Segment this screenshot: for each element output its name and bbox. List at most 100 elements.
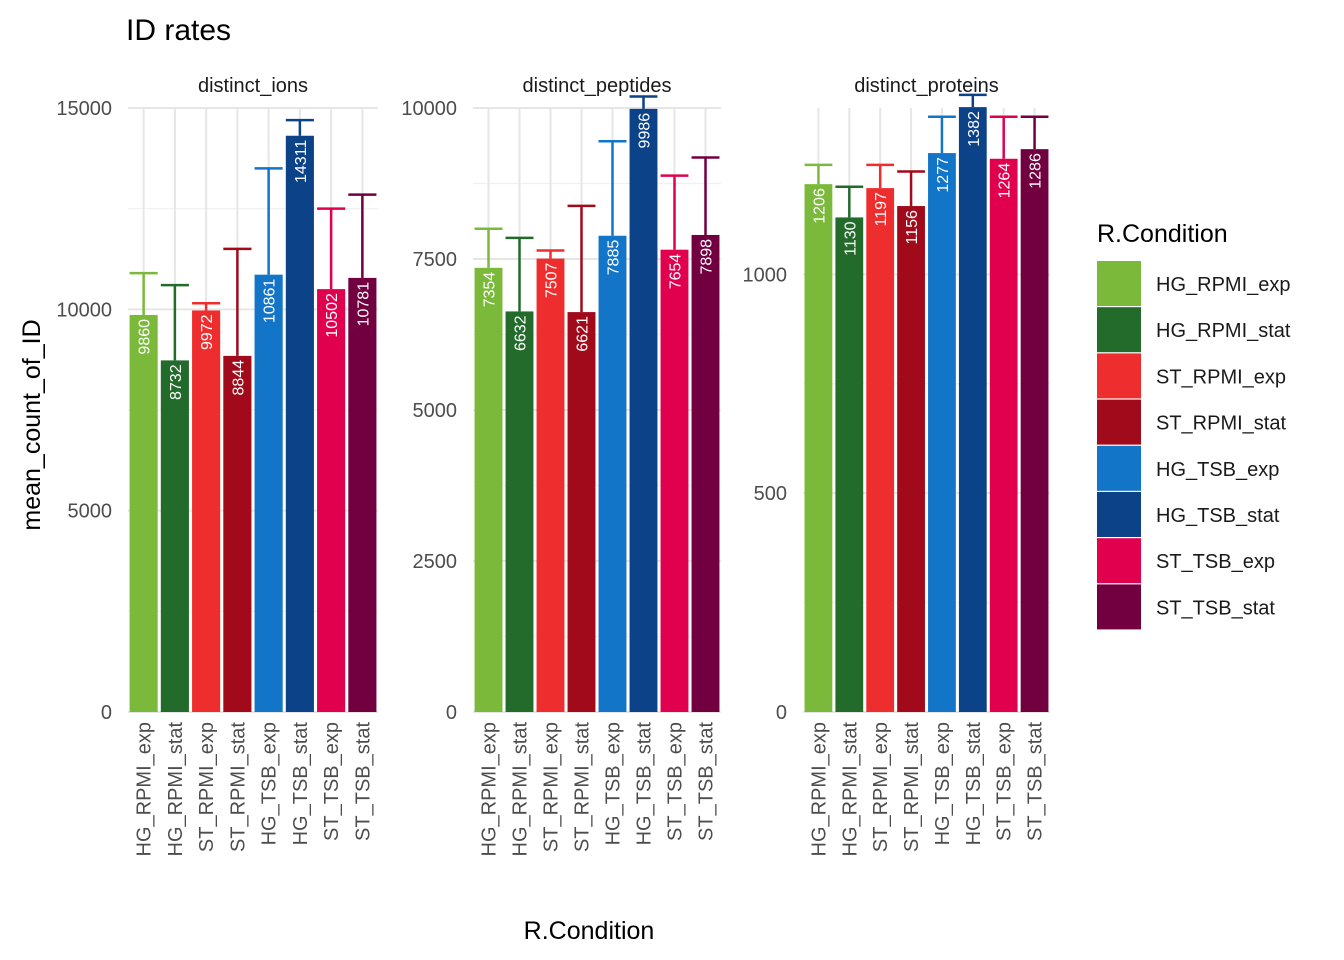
x-axis-label: R.Condition	[524, 917, 655, 945]
bar-HG_TSB_stat	[285, 135, 314, 713]
bar-ST_RPMI_stat	[223, 355, 252, 712]
x-tick-label: HG_TSB_exp	[932, 722, 954, 845]
legend-swatch-ST_TSB_stat	[1097, 584, 1141, 630]
x-tick-label: ST_RPMI_exp	[870, 722, 892, 852]
bar-value-label: 1264	[997, 163, 1014, 199]
x-tick-label: HG_RPMI_stat	[839, 722, 861, 857]
x-tick-label: ST_TSB_exp	[665, 722, 687, 841]
x-tick-label: ST_RPMI_stat	[572, 722, 594, 852]
bar-value-label: 9972	[199, 314, 216, 350]
y-tick-label: 10000	[56, 299, 112, 321]
y-tick-label: 5000	[413, 400, 458, 422]
bar-value-label: 1156	[904, 210, 921, 245]
bar-ST_TSB_exp	[317, 289, 346, 712]
y-axis-label: mean_count_of_ID	[18, 319, 46, 530]
legend-label-ST_TSB_stat: ST_TSB_stat	[1156, 597, 1275, 619]
bar-HG_RPMI_stat	[835, 217, 864, 712]
legend-swatch-HG_TSB_stat	[1097, 492, 1141, 537]
bar-value-label: 1197	[873, 192, 890, 227]
legend-swatch-ST_TSB_exp	[1097, 538, 1141, 584]
bar-HG_TSB_exp	[598, 235, 627, 712]
bar-HG_RPMI_stat	[160, 360, 189, 712]
x-tick-label: HG_RPMI_stat	[165, 722, 187, 857]
bar-value-label: 1206	[811, 188, 828, 224]
facet-strip-distinct-peptides: distinct_peptides	[523, 75, 672, 97]
x-tick-label: HG_RPMI_exp	[479, 722, 501, 857]
x-tick-label: ST_TSB_exp	[321, 722, 343, 841]
x-tick-label: ST_RPMI_stat	[227, 722, 249, 852]
x-tick-label: HG_RPMI_stat	[510, 722, 532, 857]
bar-value-label: 1130	[842, 221, 859, 256]
bar-HG_RPMI_exp	[474, 267, 503, 712]
legend-label-HG_RPMI_stat: HG_RPMI_stat	[1156, 320, 1291, 342]
x-tick-label: HG_RPMI_exp	[808, 722, 830, 857]
bar-ST_TSB_exp	[660, 249, 689, 712]
y-tick-label: 0	[101, 702, 112, 724]
x-tick-label: ST_TSB_stat	[696, 722, 718, 841]
facet-strip-distinct-ions: distinct_ions	[198, 75, 308, 97]
y-tick-label: 15000	[56, 98, 112, 120]
legend-swatch-HG_RPMI_exp	[1097, 261, 1141, 306]
bar-value-label: 6632	[513, 315, 530, 351]
x-tick-label: HG_TSB_stat	[963, 722, 985, 846]
legend-label-ST_TSB_exp: ST_TSB_exp	[1156, 551, 1275, 573]
bar-HG_TSB_stat	[958, 107, 987, 712]
x-tick-label: ST_RPMI_exp	[541, 722, 563, 852]
y-tick-label: 2500	[413, 551, 458, 573]
bar-ST_RPMI_exp	[866, 188, 895, 713]
x-tick-label: ST_RPMI_stat	[901, 722, 923, 852]
bar-HG_TSB_stat	[629, 108, 658, 713]
bar-value-label: 1286	[1028, 153, 1045, 189]
bar-value-label: 10502	[324, 293, 341, 338]
bar-value-label: 10861	[262, 279, 279, 324]
bar-HG_TSB_exp	[928, 153, 956, 712]
panel-distinct-proteins: 0 500 1000 distinct_proteins 1206 HG_RPMI_exp…	[743, 75, 1050, 857]
bar-HG_TSB_exp	[254, 274, 283, 712]
bar-value-label: 6621	[575, 316, 592, 352]
x-tick-label: HG_RPMI_exp	[134, 722, 156, 857]
x-tick-label: ST_TSB_stat	[1025, 722, 1047, 841]
bar-ST_RPMI_exp	[192, 310, 221, 712]
legend-label-ST_RPMI_exp: ST_RPMI_exp	[1156, 366, 1286, 388]
bar-value-label: 9860	[137, 319, 154, 355]
y-tick-label: 1000	[743, 264, 788, 286]
bar-ST_RPMI_stat	[897, 206, 925, 712]
bar-value-label: 7654	[668, 254, 685, 290]
chart-title: ID rates	[126, 14, 231, 47]
legend-swatch-ST_RPMI_exp	[1097, 353, 1141, 399]
legend-label-ST_RPMI_stat: ST_RPMI_stat	[1156, 413, 1286, 435]
bar-ST_TSB_stat	[1020, 149, 1049, 712]
x-tick-label: HG_TSB_stat	[634, 722, 656, 846]
y-tick-label: 500	[754, 483, 787, 505]
x-tick-label: HG_TSB_exp	[259, 722, 281, 845]
y-tick-label: 5000	[68, 501, 113, 523]
facet-panels: 050001000015000distinct_ions9860HG_RPMI_…	[56, 75, 1050, 857]
bar-value-label: 10781	[355, 282, 372, 327]
bar-value-label: 1382	[966, 111, 983, 147]
x-tick-label: ST_TSB_exp	[994, 722, 1016, 841]
legend-swatch-HG_RPMI_stat	[1097, 307, 1141, 353]
panel-distinct-peptides: 0 2500 5000 7500 10000 distinct_peptides 7354 H…	[401, 75, 721, 857]
legend-swatch-ST_RPMI_stat	[1097, 399, 1141, 445]
legend-label-HG_RPMI_exp: HG_RPMI_exp	[1156, 274, 1291, 296]
panel-distinct-ions: 0 5000 10000 15000 distinct_ions 9860 HG_RPMI_…	[56, 75, 378, 857]
legend: R.Condition HG_RPMI_exp HG_RPMI_stat ST_RP…	[1097, 220, 1291, 630]
x-tick-label: ST_RPMI_exp	[196, 722, 218, 852]
bar-ST_RPMI_stat	[567, 312, 596, 712]
bar-value-label: 14311	[293, 140, 310, 183]
x-tick-label: HG_TSB_exp	[603, 722, 625, 845]
bar-value-label: 8732	[168, 364, 185, 400]
y-tick-label: 7500	[413, 249, 458, 271]
legend-label-HG_TSB_stat: HG_TSB_stat	[1156, 505, 1280, 527]
x-tick-label: HG_TSB_stat	[290, 722, 312, 846]
legend-title: R.Condition	[1097, 220, 1228, 248]
facet-strip-distinct-proteins: distinct_proteins	[854, 75, 999, 97]
y-tick-label: 10000	[401, 98, 457, 120]
bar-value-label: 9986	[637, 113, 654, 149]
bar-value-label: 1277	[935, 157, 952, 193]
y-tick-label: 0	[446, 702, 457, 724]
y-tick-label: 0	[776, 702, 787, 724]
bar-value-label: 7885	[606, 240, 623, 276]
bar-HG_RPMI_exp	[804, 184, 833, 713]
